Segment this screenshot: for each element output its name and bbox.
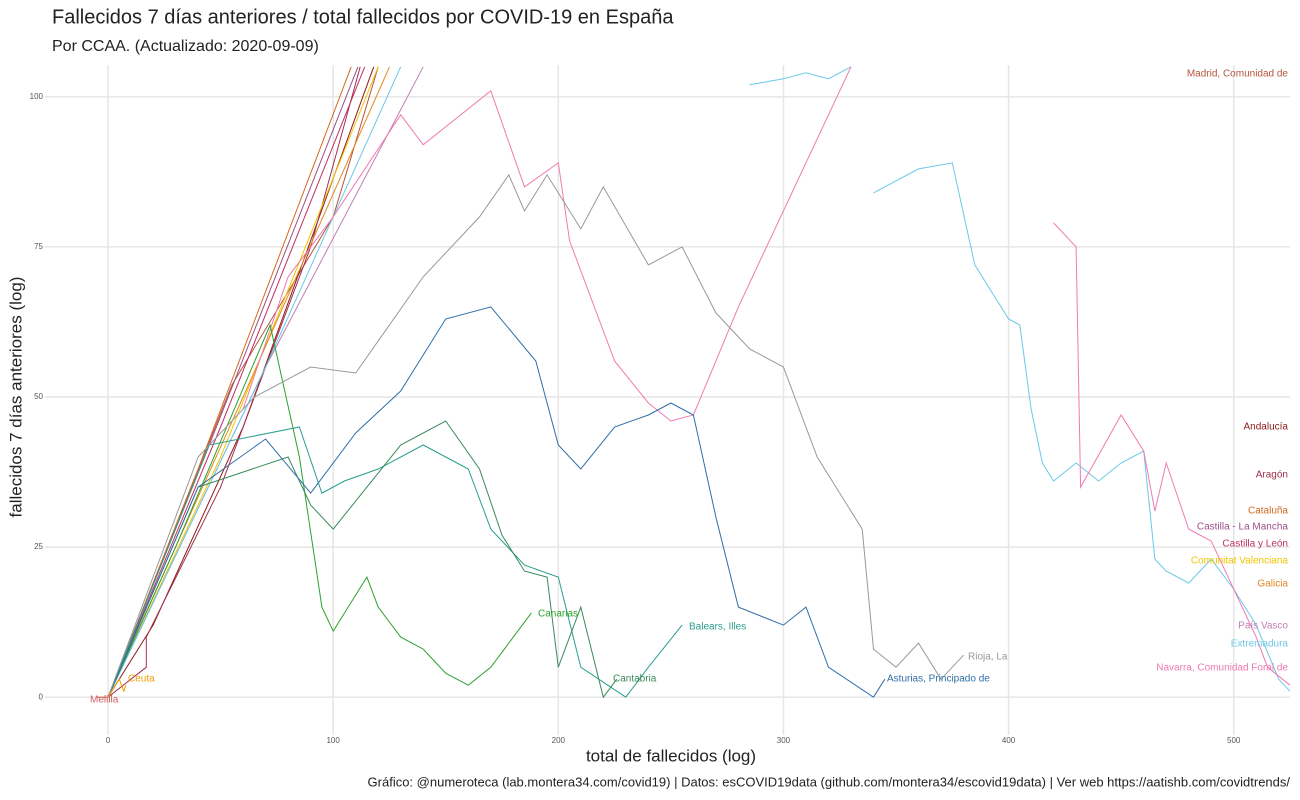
caption: Gráfico: @numeroteca (lab.montera34.com/… [368, 774, 1291, 789]
y-tick-label: 100 [30, 92, 44, 101]
series-line [107, 323, 532, 698]
series-line [107, 173, 964, 698]
y-axis-label: fallecidos 7 días anteriores (log) [6, 277, 25, 518]
series-label: Melilla [90, 695, 119, 706]
series-line [242, 66, 1290, 686]
series-line [107, 66, 366, 698]
series-line [107, 66, 361, 698]
series-line [107, 66, 1290, 698]
series-line [107, 66, 424, 698]
chart-subtitle: Por CCAA. (Actualizado: 2020-09-09) [52, 38, 319, 55]
series-label: Castilla - La Mancha [1197, 522, 1289, 533]
series-line [107, 66, 375, 698]
series-label: Comunitat Valenciana [1191, 556, 1289, 567]
series-label: Canarias [538, 609, 578, 620]
series-label: Castilla y León [1222, 539, 1288, 550]
chart-title: Fallecidos 7 días anteriores / total fal… [52, 6, 674, 28]
y-tick-label: 0 [39, 692, 44, 701]
series-line [107, 420, 618, 699]
series-label: Madrid, Comunidad de [1187, 69, 1289, 80]
series-label: Balears, Illes [689, 622, 746, 633]
series-label: País Vasco [1238, 621, 1288, 632]
x-axis-label: total de fallecidos (log) [586, 746, 756, 765]
series-label: Ceuta [128, 674, 155, 685]
series-label: Cantabria [613, 674, 657, 685]
x-tick-label: 500 [1227, 736, 1241, 745]
x-tick-label: 100 [326, 736, 340, 745]
y-tick-label: 50 [34, 392, 43, 401]
x-tick-label: 0 [106, 736, 111, 745]
series-label: Andalucía [1244, 422, 1289, 433]
series-label: Rioja, La [968, 652, 1008, 663]
series-label: Asturias, Principado de [887, 674, 990, 685]
series-label: Aragón [1256, 470, 1288, 481]
series-line [107, 66, 379, 698]
series-label: Galicia [1257, 579, 1288, 590]
x-tick-label: 400 [1002, 736, 1016, 745]
series-label: Cataluña [1248, 506, 1288, 517]
x-tick-label: 300 [777, 736, 791, 745]
series-line [107, 678, 127, 698]
y-tick-label: 25 [34, 542, 43, 551]
x-tick-label: 200 [552, 736, 566, 745]
series-label: Extremadura [1231, 639, 1289, 650]
series-line [107, 306, 886, 698]
y-tick-label: 75 [34, 242, 43, 251]
series-label: Navarra, Comunidad Foral de [1156, 663, 1288, 674]
series-line [107, 66, 352, 698]
